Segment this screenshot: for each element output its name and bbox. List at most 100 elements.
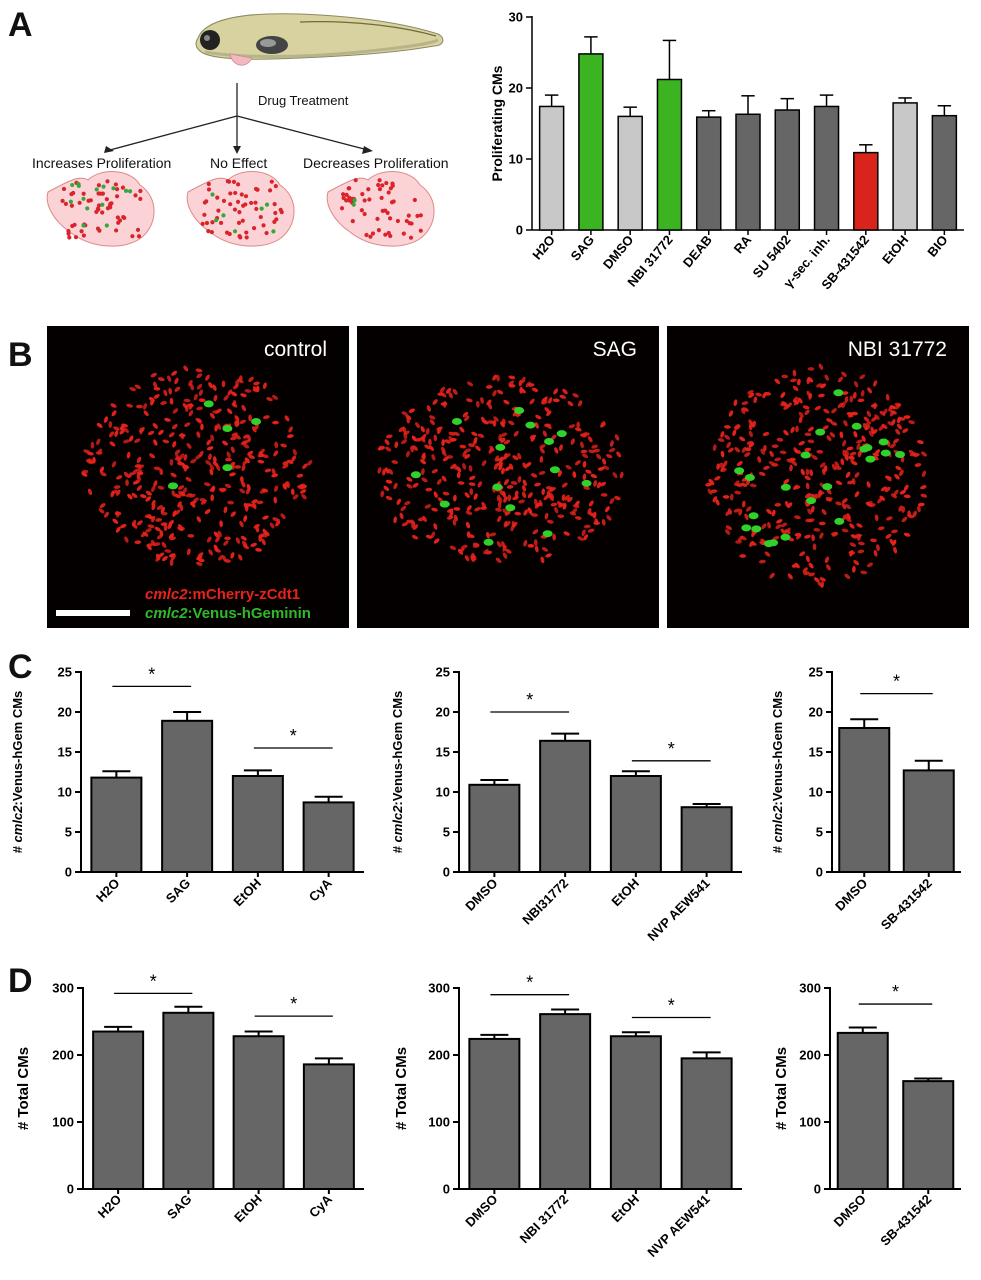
heart-cell-red	[86, 198, 91, 203]
nucleus-red	[255, 548, 262, 552]
nucleus-red	[240, 535, 247, 541]
nucleus-red	[230, 391, 238, 397]
nucleus-red	[834, 461, 840, 468]
nucleus-red	[813, 577, 820, 583]
nucleus-red	[206, 446, 214, 451]
nucleus-red	[153, 542, 161, 546]
nucleus-red	[787, 502, 793, 508]
heart-cell-red	[96, 183, 102, 188]
nucleus-red	[420, 468, 425, 475]
nucleus-red	[549, 487, 557, 491]
nucleus-red	[155, 553, 160, 561]
nucleus-red	[95, 451, 103, 455]
nucleus-red	[755, 392, 763, 397]
nucleus-red	[606, 515, 612, 521]
nucleus-red	[797, 397, 803, 404]
nucleus-red	[561, 482, 568, 488]
heart-cell-red	[415, 213, 420, 219]
nucleus-red	[284, 481, 289, 489]
nucleus-red	[99, 503, 106, 509]
nucleus-red	[481, 501, 487, 508]
nucleus-red	[594, 518, 599, 526]
nucleus-red	[159, 468, 164, 476]
nucleus-red	[501, 541, 506, 548]
nucleus-red	[149, 453, 156, 459]
nucleus-red	[244, 389, 252, 393]
significance-star: *	[892, 982, 899, 1002]
nucleus-red	[735, 483, 743, 487]
nucleus-red	[481, 416, 486, 424]
nucleus-red	[298, 483, 306, 488]
nucleus-red	[156, 505, 163, 510]
nucleus-red	[125, 479, 129, 487]
y-axis-title: # cmlc2:Venus-hGem CMs	[770, 691, 785, 854]
heart-cell-red	[251, 226, 257, 231]
nucleus-red	[774, 378, 781, 385]
nucleus-red	[574, 427, 582, 432]
x-tick-label: EtOH	[231, 1192, 265, 1226]
nucleus-red	[498, 463, 503, 471]
bar-nvp-aew541	[680, 1057, 733, 1190]
nucleus-red	[441, 446, 446, 454]
legend-mcherry-label: :mCherry-zCdt1	[187, 586, 301, 603]
nucleus-red	[798, 411, 804, 418]
nucleus-red	[842, 440, 847, 447]
x-tick-label: EtOH	[230, 876, 264, 910]
nucleus-red	[511, 521, 516, 528]
heart-cell-red	[209, 230, 214, 235]
nucleus-red	[739, 554, 747, 558]
nucleus-red	[530, 435, 536, 442]
nucleus-red	[514, 511, 522, 516]
nucleus-red	[403, 432, 408, 440]
nucleus-red	[280, 513, 286, 520]
nucleus-red	[741, 401, 749, 406]
nucleus-red	[462, 463, 467, 470]
heart-cell-green	[210, 192, 215, 197]
nucleus-red	[206, 439, 212, 446]
nucleus-red	[505, 521, 511, 527]
nucleus-red	[472, 542, 480, 547]
heart-cell-red	[71, 190, 76, 196]
nucleus-red	[169, 458, 174, 466]
nucleus-red	[153, 381, 158, 389]
nucleus-red	[914, 463, 922, 467]
nucleus-red	[917, 505, 921, 513]
nucleus-red	[920, 485, 927, 490]
nucleus-red	[136, 456, 142, 464]
y-tick-label: 30	[509, 10, 523, 25]
nucleus-red	[596, 453, 602, 460]
nucleus-red	[465, 521, 471, 529]
heart-cell-red	[408, 235, 414, 240]
nucleus-red	[874, 514, 879, 522]
nucleus-red	[115, 489, 121, 496]
nucleus-red	[99, 466, 105, 473]
nucleus-red	[162, 555, 168, 562]
nucleus-red	[453, 431, 460, 437]
bar-sb-431542	[902, 769, 955, 873]
nucleus-red	[240, 393, 247, 398]
nucleus-red	[727, 447, 734, 453]
nucleus-red	[215, 464, 221, 471]
heart-cell-red	[79, 229, 84, 234]
chart-d3-total-cms: 0 100 200 300 # Total CMs DMSO SB-431542 *	[773, 981, 961, 1249]
nucleus-red	[499, 489, 504, 496]
nucleus-red	[841, 401, 846, 408]
heart-cell-green	[68, 199, 73, 204]
heart-cell-red	[63, 201, 69, 207]
nucleus-red	[137, 520, 143, 526]
nucleus-red	[841, 498, 848, 504]
nucleus-red	[456, 471, 461, 479]
nucleus-red	[809, 469, 814, 477]
heart-cell-red	[362, 211, 367, 217]
nucleus-red	[746, 440, 754, 445]
nucleus-red	[123, 471, 129, 478]
nucleus-red	[290, 488, 295, 496]
nucleus-red	[146, 543, 154, 547]
nucleus-red	[420, 426, 425, 433]
nucleus-red	[571, 508, 578, 514]
nucleus-red	[172, 408, 179, 414]
nucleus-red	[417, 517, 425, 522]
nucleus-red	[98, 508, 105, 514]
nucleus-red	[243, 515, 248, 522]
nucleus-red	[225, 457, 232, 462]
